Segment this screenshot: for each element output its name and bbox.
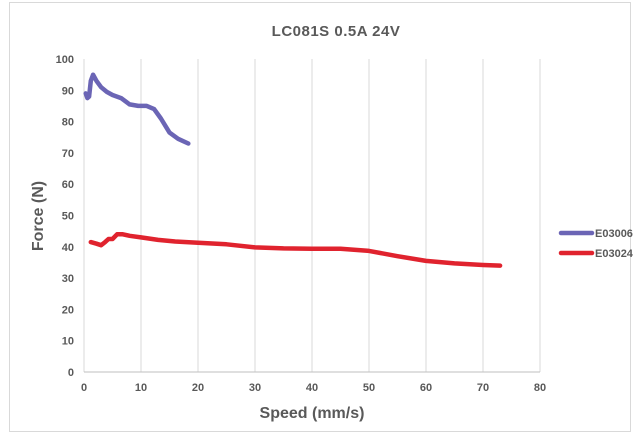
y-tick-label: 0 bbox=[68, 367, 74, 379]
legend-label-E03006: E03006 bbox=[595, 228, 633, 240]
chart-frame bbox=[9, 2, 631, 432]
y-tick-label: 50 bbox=[62, 211, 74, 223]
series-line-E03006 bbox=[83, 72, 191, 146]
y-tick-label: 80 bbox=[62, 117, 74, 129]
x-tick-label: 50 bbox=[363, 382, 375, 394]
y-tick-label: 30 bbox=[62, 273, 74, 285]
x-tick-label: 20 bbox=[192, 382, 204, 394]
series-line-E03024 bbox=[88, 232, 503, 268]
y-axis-label: Force (N) bbox=[30, 181, 47, 251]
chart-title: LC081S 0.5A 24V bbox=[272, 23, 401, 40]
x-tick-labels: 0 10 20 30 40 50 60 70 80 bbox=[81, 382, 546, 394]
y-tick-labels: 0 10 20 30 40 50 60 70 80 90 100 bbox=[56, 54, 74, 379]
x-tick-label: 0 bbox=[81, 382, 87, 394]
y-tick-label: 20 bbox=[62, 304, 74, 316]
legend-label-E03024: E03024 bbox=[595, 248, 634, 260]
grid-lines bbox=[83, 59, 541, 373]
y-tick-label: 90 bbox=[62, 85, 74, 97]
x-tick-label: 60 bbox=[420, 382, 432, 394]
series-lines bbox=[83, 72, 503, 268]
y-tick-label: 10 bbox=[62, 336, 74, 348]
x-axis-label: Speed (mm/s) bbox=[260, 405, 365, 422]
x-tick-label: 80 bbox=[534, 382, 546, 394]
y-tick-label: 40 bbox=[62, 242, 74, 254]
x-tick-label: 40 bbox=[306, 382, 318, 394]
x-tick-label: 10 bbox=[135, 382, 147, 394]
legend: E03006 E03024 bbox=[558, 228, 634, 260]
y-tick-label: 70 bbox=[62, 148, 74, 160]
x-tick-label: 30 bbox=[249, 382, 261, 394]
y-tick-label: 60 bbox=[62, 179, 74, 191]
y-tick-label: 100 bbox=[56, 54, 74, 66]
x-tick-label: 70 bbox=[477, 382, 489, 394]
